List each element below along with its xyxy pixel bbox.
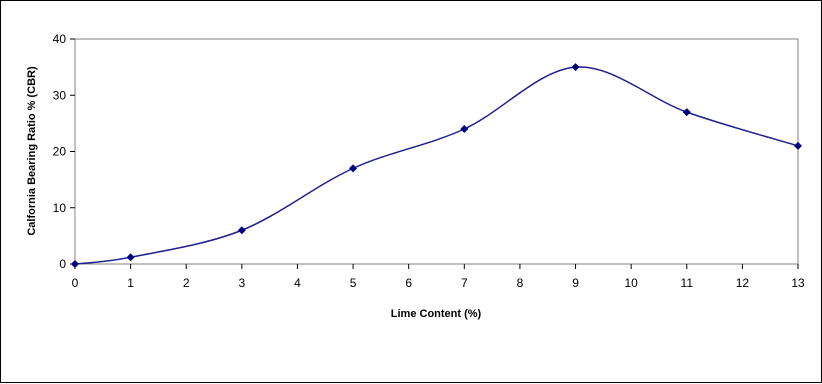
y-tick-label: 20 — [53, 145, 67, 159]
y-axis-title: Calfornia Bearing Ratio % (CBR) — [26, 66, 38, 236]
data-point-marker — [71, 260, 79, 268]
x-axis: 0 1 2 3 4 5 6 7 8 9 10 11 12 13 — [72, 264, 805, 290]
data-point-marker — [460, 125, 469, 133]
data-point-marker — [794, 141, 802, 150]
x-tick-label: 0 — [72, 276, 79, 290]
y-axis: 0 10 20 30 40 — [53, 32, 75, 271]
x-tick-label: 10 — [624, 276, 638, 290]
x-tick-label: 2 — [183, 276, 190, 290]
x-tick-label: 4 — [294, 276, 301, 290]
data-point-marker — [126, 253, 135, 262]
plot-area — [74, 38, 799, 265]
data-markers — [71, 63, 802, 268]
y-tick-label: 40 — [53, 32, 67, 46]
series-line — [74, 66, 799, 265]
x-tick-label: 12 — [736, 276, 750, 290]
x-tick-label: 1 — [127, 276, 134, 290]
data-point-marker — [682, 108, 691, 117]
x-tick-label: 7 — [461, 276, 468, 290]
x-tick-label: 13 — [791, 276, 805, 290]
x-tick-label: 11 — [681, 276, 694, 290]
y-tick-label: 0 — [59, 257, 66, 271]
y-tick-label: 10 — [53, 201, 67, 215]
x-tick-label: 6 — [405, 276, 412, 290]
x-tick-label: 8 — [517, 276, 524, 290]
data-point-marker — [349, 164, 358, 173]
x-tick-label: 3 — [239, 276, 246, 290]
data-point-marker — [237, 226, 246, 235]
x-tick-label: 9 — [572, 276, 579, 290]
x-axis-title: Lime Content (%) — [391, 308, 482, 320]
data-point-marker — [571, 63, 580, 72]
x-tick-label: 5 — [350, 276, 357, 290]
y-tick-label: 30 — [53, 88, 67, 102]
